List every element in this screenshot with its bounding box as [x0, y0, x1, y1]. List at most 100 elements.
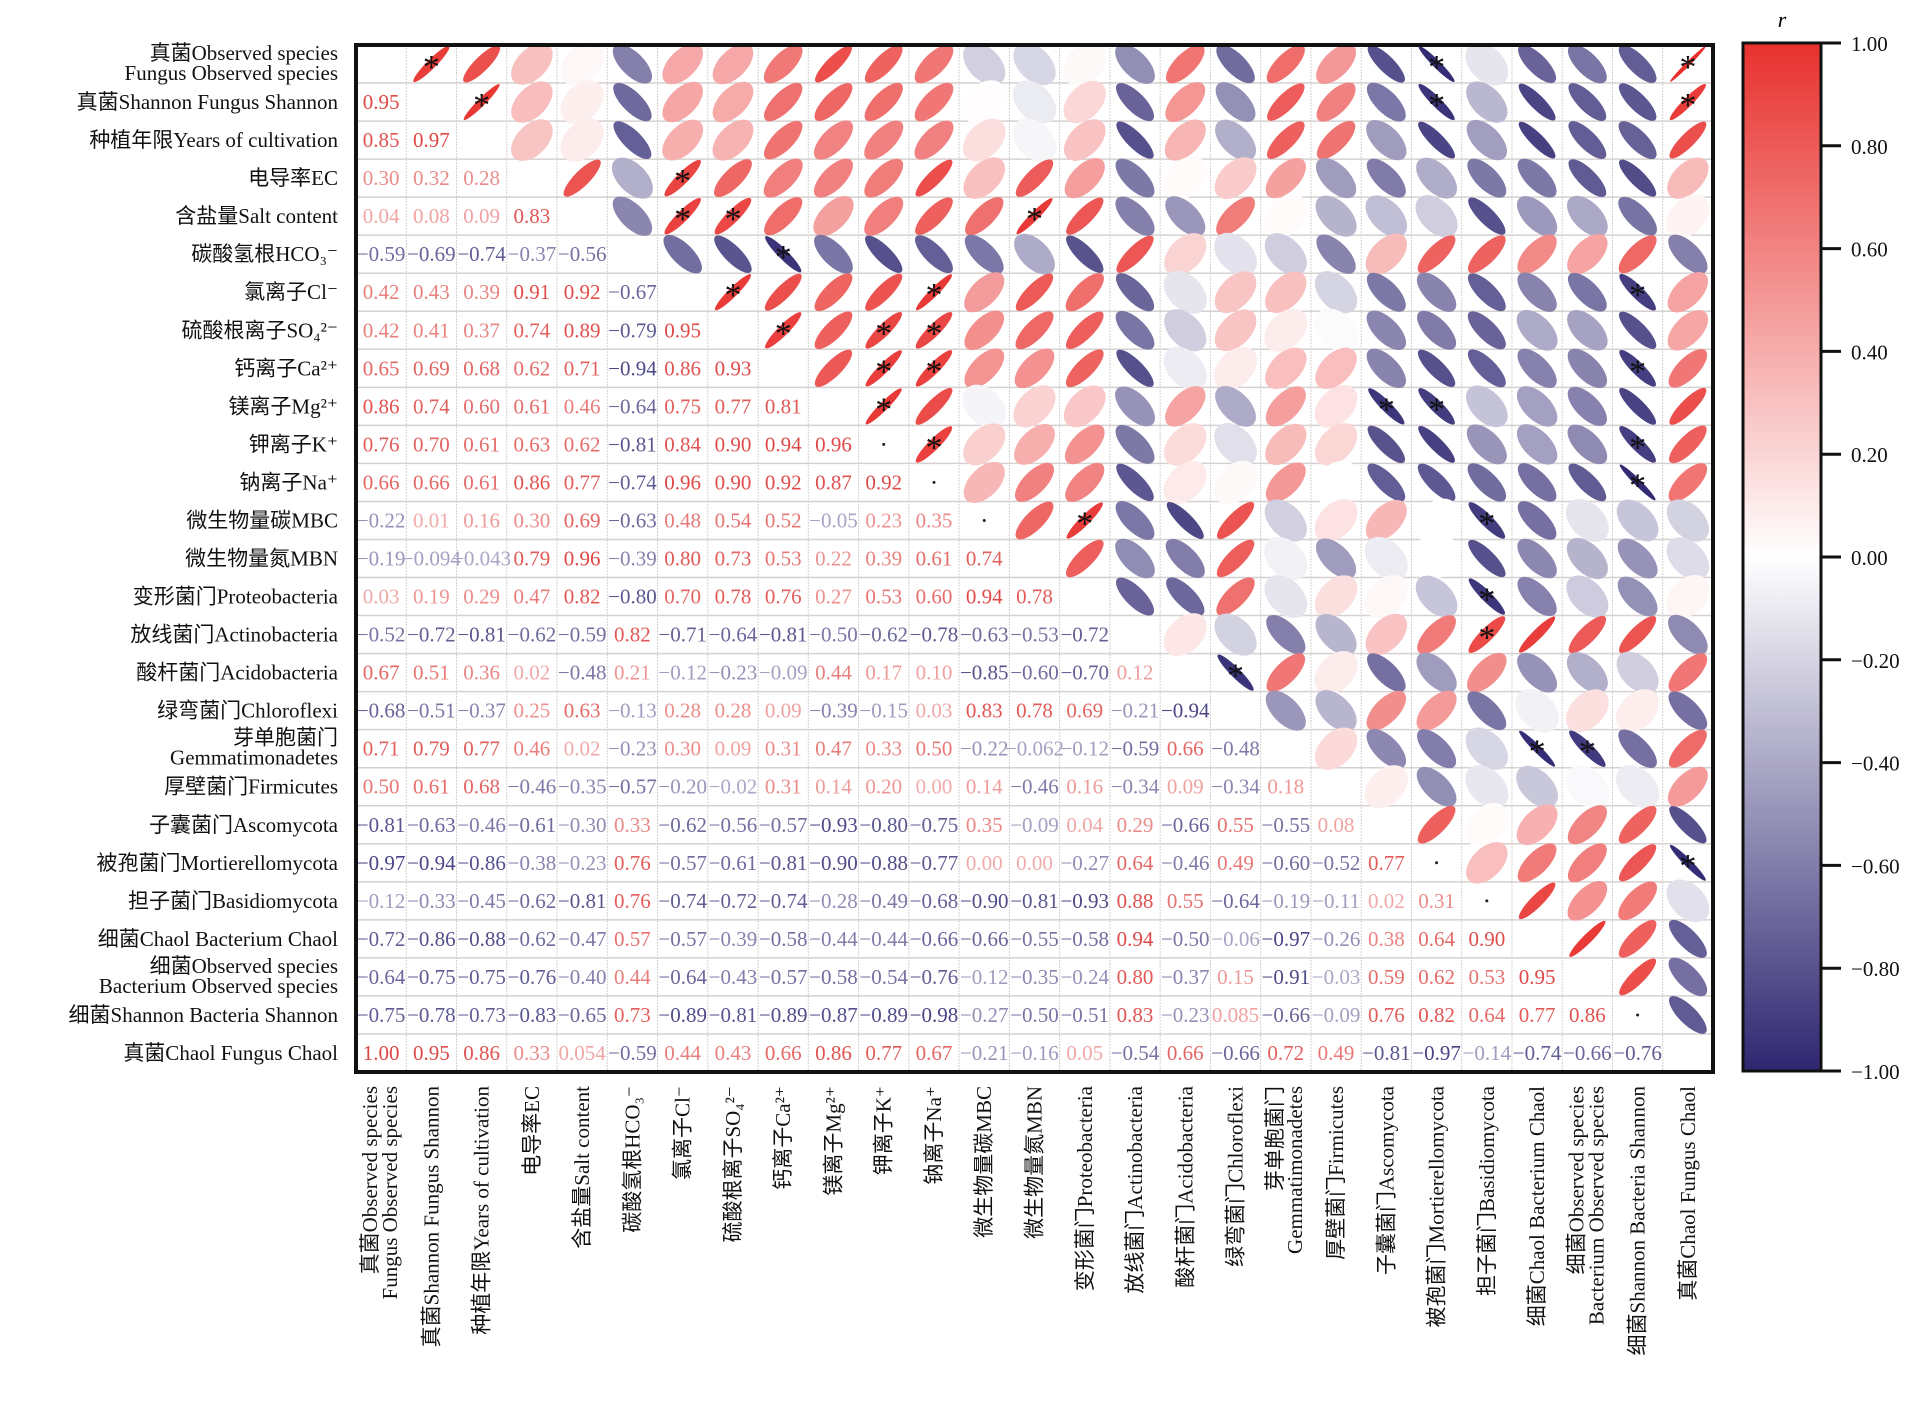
correlation-ellipse	[1467, 652, 1507, 693]
correlation-ellipse	[1465, 727, 1509, 770]
correlation-ellipse	[1467, 158, 1507, 198]
correlation-value: −0.97	[1412, 1041, 1461, 1065]
correlation-ellipse	[1618, 45, 1657, 83]
diagonal-dot	[1485, 899, 1489, 903]
correlation-ellipse	[1518, 121, 1556, 159]
correlation-ellipse	[1015, 501, 1054, 540]
correlation-value: 0.31	[765, 737, 802, 761]
correlation-ellipse	[964, 310, 1005, 351]
correlation-value: 0.77	[1519, 1003, 1556, 1027]
correlation-value: −0.81	[709, 1003, 758, 1027]
correlation-value: −0.57	[759, 813, 808, 837]
correlation-ellipse	[1619, 349, 1656, 387]
correlation-ellipse	[1267, 83, 1305, 121]
correlation-value: 0.08	[1318, 813, 1355, 837]
correlation-ellipse	[662, 43, 703, 85]
correlation-value: 0.49	[1318, 1041, 1355, 1065]
correlation-value: 0.19	[413, 585, 450, 609]
correlation-ellipse	[1669, 83, 1706, 121]
correlation-value: −0.81	[457, 623, 506, 647]
correlation-value: 0.71	[363, 737, 400, 761]
correlation-value: −0.52	[357, 623, 406, 647]
correlation-value: 0.53	[865, 585, 902, 609]
correlation-value: −0.46	[1010, 775, 1059, 799]
correlation-value: −0.37	[457, 699, 506, 723]
correlation-ellipse	[1517, 576, 1557, 617]
correlation-ellipse	[1266, 614, 1306, 655]
correlation-ellipse	[915, 235, 953, 274]
correlation-ellipse	[1567, 272, 1607, 312]
correlation-value: −0.20	[658, 775, 707, 799]
correlation-value: 0.77	[1368, 851, 1405, 875]
correlation-ellipse	[1618, 121, 1657, 160]
colorbar-tick-label: 0.60	[1851, 238, 1888, 262]
correlation-value: 0.76	[614, 851, 651, 875]
correlation-ellipse	[1619, 958, 1657, 996]
correlation-value: 0.35	[966, 813, 1003, 837]
correlation-ellipse	[1216, 501, 1255, 540]
column-label: 钠离子Na⁺	[922, 1086, 946, 1185]
correlation-value: −0.68	[357, 699, 406, 723]
correlation-ellipse	[1163, 460, 1207, 504]
column-label: 钾离子K⁺	[872, 1086, 896, 1175]
correlation-ellipse	[915, 350, 953, 387]
correlation-value: 0.33	[614, 813, 651, 837]
correlation-ellipse	[1516, 765, 1559, 808]
correlation-ellipse	[1166, 44, 1205, 84]
significance-asterisk: *	[1679, 87, 1696, 124]
correlation-ellipse	[1467, 691, 1507, 731]
correlation-value: 0.77	[715, 394, 752, 418]
correlation-value: 0.09	[715, 737, 752, 761]
correlation-value: 0.95	[413, 1041, 450, 1065]
correlation-ellipse	[1265, 157, 1306, 199]
correlation-value: 0.94	[966, 585, 1003, 609]
correlation-ellipse	[1367, 463, 1406, 502]
correlation-value: 0.53	[1468, 965, 1505, 989]
correlation-value: −0.63	[608, 508, 657, 532]
correlation-ellipse	[1566, 575, 1609, 618]
correlation-value: 0.28	[715, 699, 752, 723]
correlation-value: 0.62	[514, 356, 551, 380]
correlation-value: −0.55	[1261, 813, 1310, 837]
correlation-ellipse	[864, 158, 904, 198]
diagonal-dot	[1435, 861, 1439, 865]
correlation-ellipse	[714, 197, 752, 235]
correlation-value: −0.54	[859, 965, 908, 989]
correlation-value: 0.63	[514, 432, 551, 456]
correlation-ellipse	[1314, 651, 1358, 695]
correlation-value: 0.01	[413, 508, 450, 532]
correlation-value: −0.68	[910, 889, 959, 913]
column-label: 细菌Shannon Bacteria Shannon	[1626, 1086, 1650, 1356]
correlation-value: 0.70	[413, 432, 450, 456]
correlation-value: 0.27	[815, 585, 852, 609]
correlation-ellipse	[1666, 194, 1710, 238]
correlation-ellipse	[1465, 802, 1509, 847]
correlation-ellipse	[1115, 310, 1155, 350]
correlation-ellipse	[1165, 82, 1206, 122]
correlation-ellipse	[962, 80, 1007, 124]
correlation-ellipse	[1314, 499, 1358, 542]
correlation-value: 0.68	[463, 775, 500, 799]
significance-asterisk: *	[1428, 87, 1445, 124]
correlation-ellipse	[1465, 42, 1509, 86]
correlation-ellipse	[1163, 156, 1208, 200]
correlation-ellipse	[1515, 688, 1559, 733]
column-label: Bacterium Observed species	[1584, 1086, 1608, 1325]
correlation-ellipse	[1264, 536, 1308, 581]
row-label: 细菌Chaol Bacterium Chaol	[98, 927, 338, 951]
correlation-value: 0.66	[363, 470, 400, 494]
correlation-value: −0.78	[910, 623, 959, 647]
correlation-value: 0.85	[363, 128, 400, 152]
correlation-value: −0.79	[608, 318, 657, 342]
correlation-ellipse	[1618, 920, 1657, 958]
correlation-ellipse	[1265, 271, 1307, 314]
correlation-value: −0.44	[859, 927, 908, 951]
correlation-value: −0.47	[558, 927, 607, 951]
correlation-ellipse	[1517, 501, 1557, 540]
correlation-value: −0.27	[1060, 851, 1109, 875]
correlation-value: 0.75	[664, 394, 701, 418]
correlation-ellipse	[1517, 463, 1557, 502]
correlation-value: 0.33	[865, 737, 902, 761]
correlation-value: −0.63	[407, 813, 456, 837]
correlation-value: 0.47	[815, 737, 852, 761]
